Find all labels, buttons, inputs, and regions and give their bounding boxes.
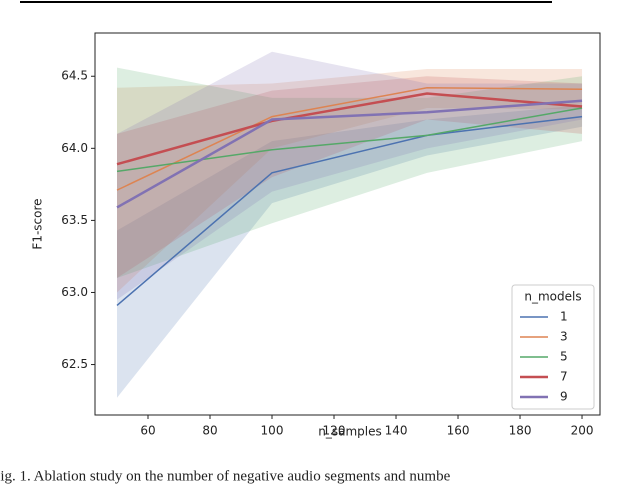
- y-tick-label: 64.0: [61, 141, 88, 155]
- y-tick-label: 63.5: [61, 213, 88, 227]
- legend-label: 3: [560, 330, 568, 344]
- plot-frame: [94, 32, 601, 416]
- caption: Fig. 1. Ablation study on the number of …: [0, 468, 451, 484]
- x-tick-label: 140: [385, 424, 408, 438]
- confidence-band: [117, 76, 583, 279]
- legend-label: 7: [560, 370, 568, 384]
- x-tick-label: 160: [447, 424, 470, 438]
- y-tick-label: 62.5: [61, 357, 88, 371]
- series-line: [116, 115, 583, 307]
- series-line: [116, 87, 583, 191]
- y-tick-label: 64.5: [61, 69, 88, 83]
- y-tick-label: 63.0: [61, 285, 88, 299]
- legend-box: [511, 284, 595, 410]
- series-line: [116, 92, 583, 166]
- legend-label: 1: [560, 310, 568, 324]
- legend-label: 9: [560, 390, 568, 404]
- x-tick-label: 80: [202, 424, 217, 438]
- x-tick-label: 60: [140, 424, 155, 438]
- x-tick-label: 120: [323, 424, 346, 438]
- confidence-band: [117, 67, 583, 279]
- x-axis-label: n_samples: [318, 425, 382, 439]
- series-line: [116, 99, 583, 209]
- series-line: [116, 107, 583, 173]
- confidence-band: [117, 51, 583, 300]
- confidence-band: [117, 69, 583, 293]
- legend-title: n_models: [524, 290, 581, 304]
- x-tick-label: 100: [261, 424, 284, 438]
- x-tick-label: 180: [509, 424, 532, 438]
- y-axis-label: F1-score: [31, 198, 45, 249]
- legend-label: 5: [560, 350, 568, 364]
- confidence-band: [117, 105, 583, 398]
- x-tick-label: 200: [571, 424, 594, 438]
